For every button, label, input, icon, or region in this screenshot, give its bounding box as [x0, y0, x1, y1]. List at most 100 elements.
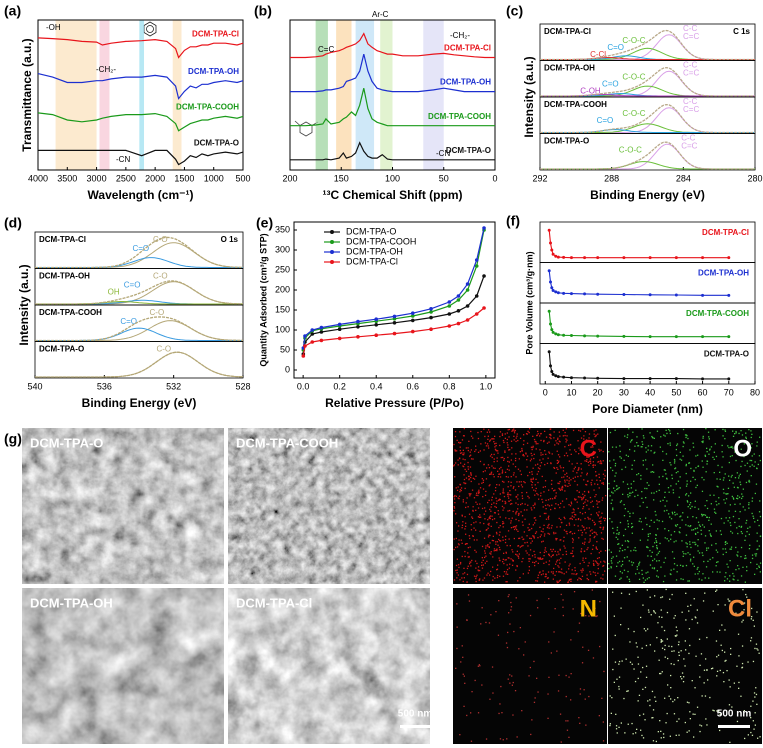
eds-dot: [676, 564, 678, 567]
eds-dot: [609, 518, 611, 520]
eds-dot: [574, 499, 576, 501]
eds-dot: [549, 436, 551, 439]
y-axis-label: Quantity Adsorbed (cm³/g STP): [258, 233, 268, 366]
marker: [465, 304, 470, 308]
eds-dot: [696, 609, 698, 611]
eds-dot: [654, 595, 656, 597]
eds-dot: [694, 543, 696, 546]
eds-dot: [681, 678, 683, 680]
eds-dot: [738, 687, 740, 689]
eds-dot: [528, 529, 530, 531]
eds-dot: [643, 437, 645, 439]
eds-dot: [660, 566, 662, 568]
eds-dot: [572, 608, 574, 610]
eds-dot: [486, 574, 488, 576]
eds-dot: [519, 546, 521, 548]
eds-dot: [535, 531, 538, 533]
eds-dot: [501, 472, 503, 474]
marker: [456, 309, 461, 313]
eds-dot: [745, 557, 747, 559]
eds-dot: [734, 451, 736, 453]
eds-dot: [487, 519, 489, 521]
eds-dot: [659, 500, 662, 502]
eds-dot: [516, 736, 518, 738]
eds-dot: [716, 589, 718, 591]
eds-dot: [572, 547, 574, 549]
eds-dot: [521, 495, 523, 497]
eds-dot: [507, 557, 509, 559]
eds-dot: [492, 438, 494, 440]
eds-dot: [641, 446, 643, 448]
eds-dot: [573, 532, 576, 534]
eds-dot: [685, 434, 688, 436]
eds-dot: [750, 447, 752, 449]
eds-dot: [475, 501, 477, 503]
eds-dot: [513, 528, 516, 531]
eds-dot: [709, 448, 711, 450]
eds-dot: [716, 710, 718, 712]
eds-dot: [472, 509, 474, 512]
eds-dot: [568, 568, 570, 570]
eds-dot: [531, 555, 534, 557]
eds-dot: [630, 439, 633, 442]
eds-dot: [495, 531, 498, 534]
eds-dot: [565, 674, 567, 677]
eds-dot: [661, 647, 664, 649]
eds-dot: [499, 431, 502, 433]
eds-dot: [631, 439, 633, 441]
eds-dot: [683, 553, 685, 555]
eds-dot: [494, 490, 497, 492]
eds-dot: [455, 537, 457, 540]
eds-dot: [563, 545, 565, 547]
marker: [410, 311, 415, 316]
eds-dot: [651, 690, 654, 693]
eds-dot: [595, 581, 597, 583]
eds-dot: [738, 525, 740, 527]
eds-dot: [582, 568, 584, 570]
eds-dot: [495, 445, 497, 447]
eds-dot: [480, 443, 482, 445]
eds-dot: [494, 467, 496, 469]
eds-dot: [537, 607, 539, 609]
marker: [374, 323, 379, 327]
eds-dot: [531, 448, 533, 451]
eds-dot: [515, 513, 517, 515]
eds-dot: [542, 458, 544, 460]
eds-dot: [633, 480, 635, 482]
eds-dot: [619, 456, 621, 458]
eds-dot: [664, 644, 666, 647]
eds-dot: [610, 560, 612, 562]
eds-dot: [637, 663, 640, 665]
eds-dot: [604, 561, 606, 563]
eds-dot: [576, 573, 578, 575]
eds-dot: [746, 519, 748, 522]
eds-dot: [690, 546, 692, 549]
eds-dot: [521, 497, 524, 500]
eds-dot: [586, 548, 588, 551]
eds-dot: [715, 590, 717, 592]
eds-dot: [685, 463, 687, 466]
eds-dot: [553, 467, 556, 469]
eds-dot: [646, 578, 648, 580]
x-axis-label: Binding Energy (eV): [82, 396, 197, 410]
eds-dot: [503, 481, 505, 483]
eds-dot: [548, 505, 551, 507]
eds-dot: [577, 529, 580, 532]
eds-dot: [612, 648, 614, 650]
eds-dot: [529, 428, 531, 430]
eds-dot: [564, 446, 566, 448]
eds-dot: [482, 481, 484, 483]
eds-dot: [724, 651, 726, 653]
eds-dot: [566, 729, 569, 731]
eds-dot: [702, 435, 704, 438]
eds-dot: [656, 430, 659, 432]
eds-dot: [470, 480, 472, 483]
eds-dot: [671, 474, 673, 476]
eds-dot: [669, 573, 671, 575]
eds-dot: [612, 556, 614, 558]
eds-dot: [551, 554, 554, 557]
eds-dot: [745, 535, 747, 537]
eds-dot: [682, 441, 685, 443]
eds-dot: [719, 713, 721, 716]
